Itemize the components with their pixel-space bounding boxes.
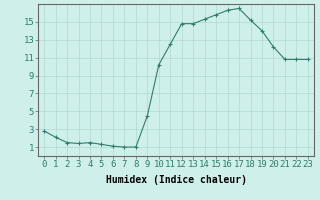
X-axis label: Humidex (Indice chaleur): Humidex (Indice chaleur) bbox=[106, 175, 246, 185]
